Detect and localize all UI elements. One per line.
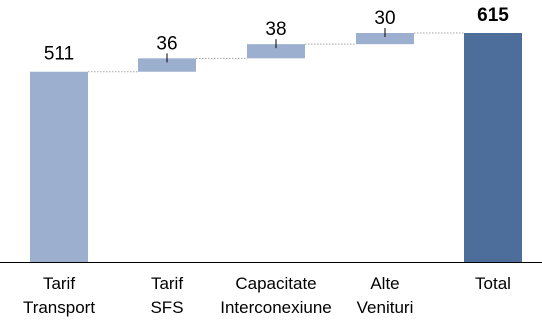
- category-labels: Tarif Transport Tarif SFS Capacitate Intercon…: [23, 274, 511, 317]
- category-label-3-line-1: Capacitate: [235, 274, 316, 293]
- connector-lines: [88, 32, 464, 73]
- category-label-2-line-1: Tarif: [151, 274, 183, 293]
- category-label-4-line-1: Alte: [370, 274, 399, 293]
- category-label-2-line-2: SFS: [150, 298, 183, 317]
- value-label-3: 38: [265, 19, 286, 40]
- category-label-4-line-2: Venituri: [357, 298, 414, 317]
- value-label-5: 615: [477, 5, 509, 26]
- value-label-4: 30: [374, 8, 395, 29]
- value-labels: 511 36 38 30 615: [44, 5, 509, 65]
- category-label-1-line-2: Transport: [23, 298, 95, 317]
- category-label-5-line-1: Total: [475, 274, 511, 293]
- category-label-3-line-2: Interconexiune: [220, 298, 332, 317]
- category-label-1-line-1: Tarif: [43, 274, 75, 293]
- value-label-2: 36: [156, 33, 177, 54]
- value-ticks: [166, 28, 386, 63]
- bar-5: [464, 33, 522, 262]
- bar-series: [30, 33, 522, 262]
- bar-1: [30, 71, 88, 262]
- bar-3: [247, 44, 305, 59]
- bar-2: [138, 58, 196, 72]
- value-label-1: 511: [44, 44, 74, 65]
- bar-4: [356, 33, 414, 45]
